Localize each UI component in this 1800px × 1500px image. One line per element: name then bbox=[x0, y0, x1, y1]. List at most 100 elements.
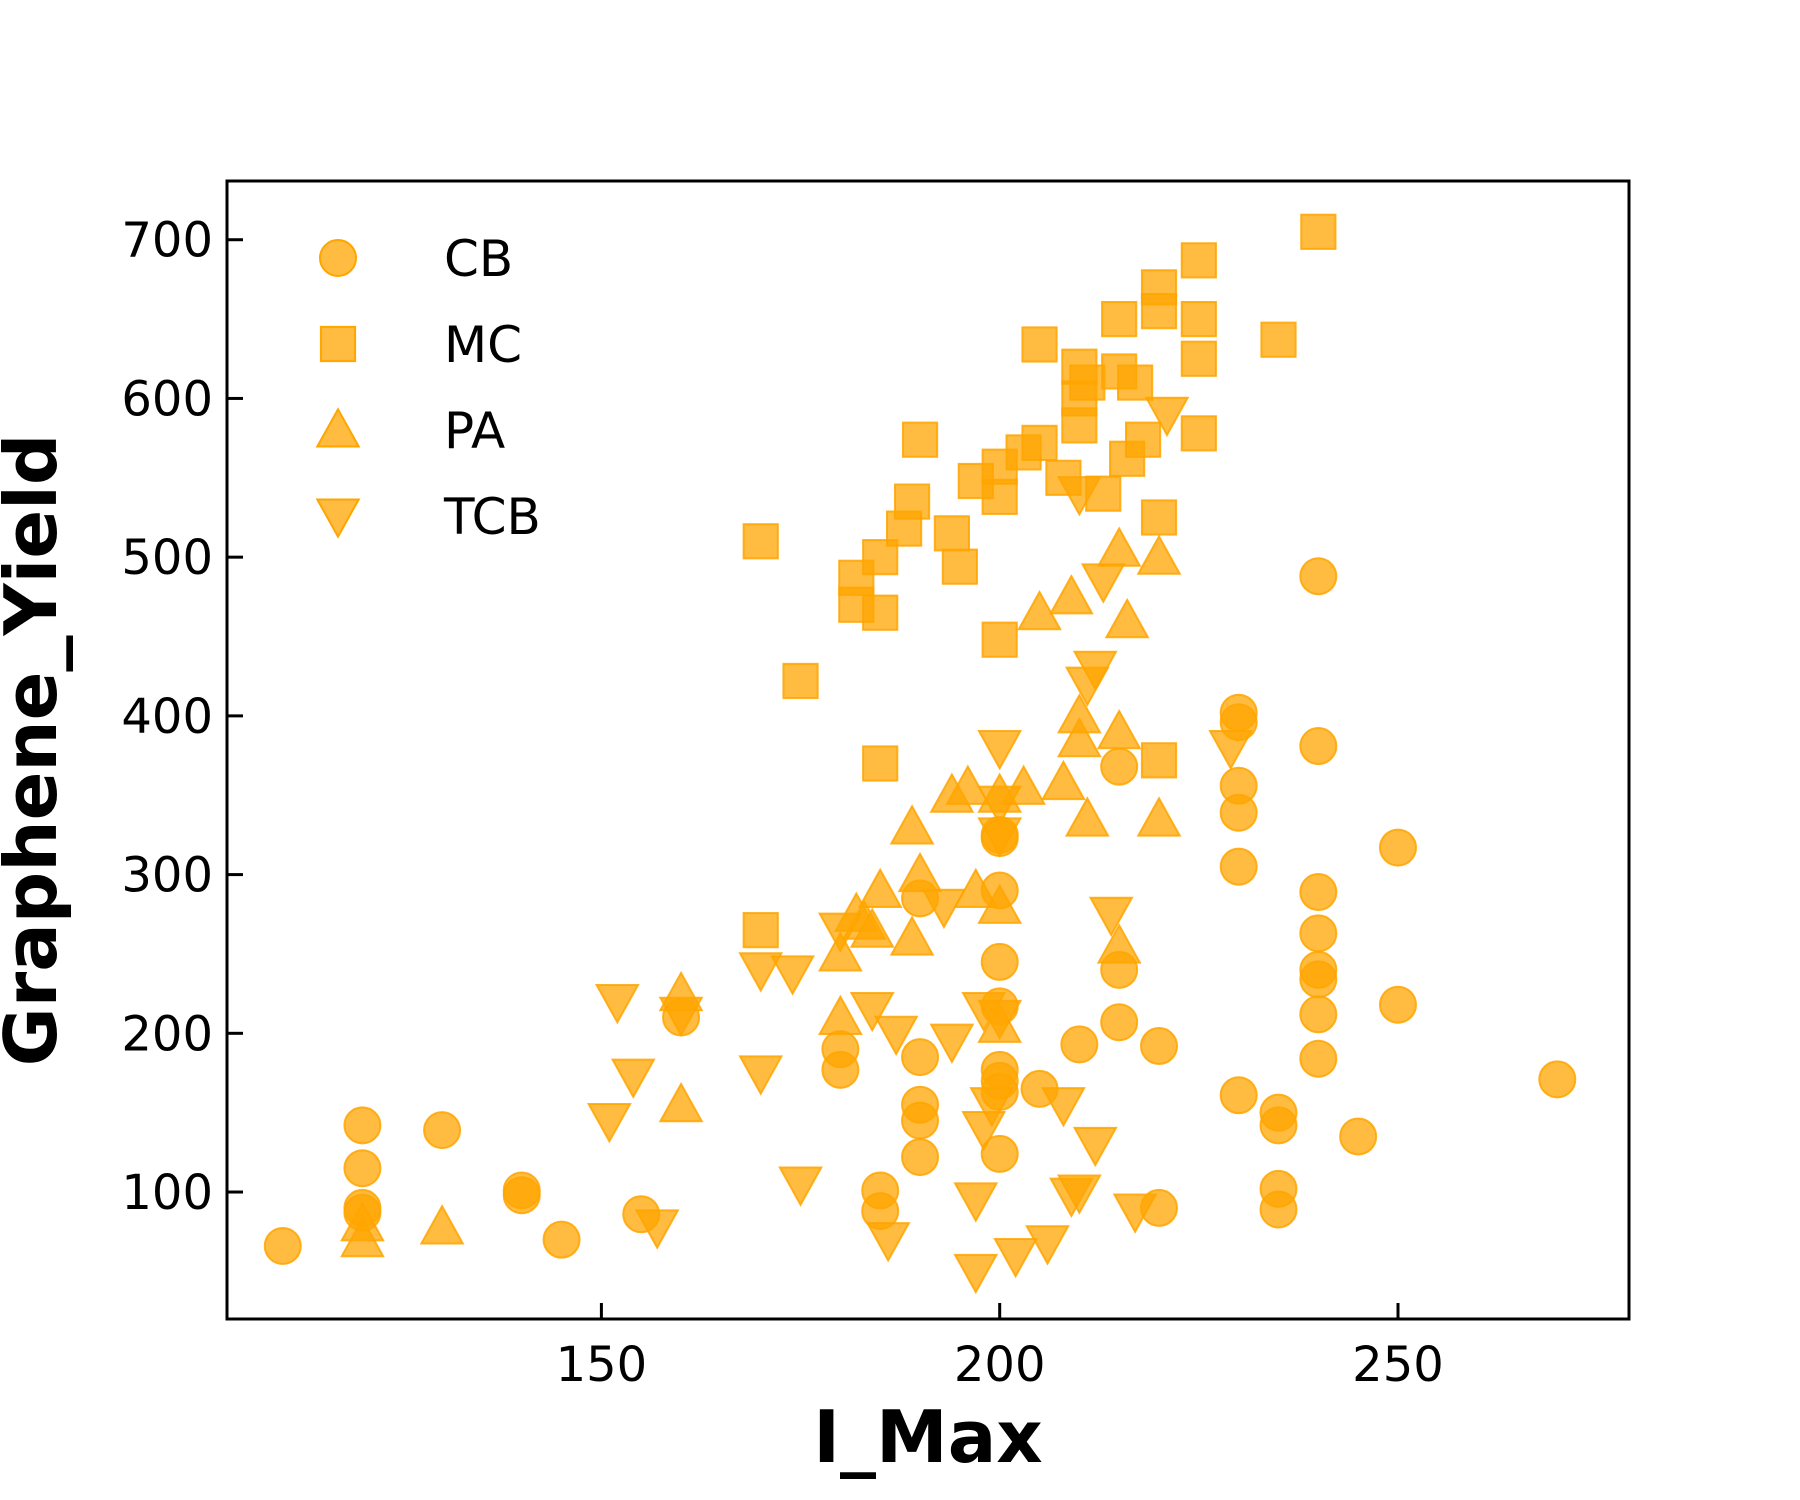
point-mc-27 bbox=[1101, 300, 1138, 338]
plot-frame bbox=[225, 179, 1631, 1321]
point-tcb-31 bbox=[1072, 1126, 1118, 1168]
point-mc-0 bbox=[742, 523, 779, 560]
point-pa-18 bbox=[977, 883, 1023, 924]
point-pa-23 bbox=[1048, 574, 1094, 615]
point-cb-18 bbox=[901, 1101, 940, 1140]
point-tcb-34 bbox=[1088, 896, 1134, 938]
point-mc-11 bbox=[933, 515, 970, 552]
y-axis-title: Graphene_Yield bbox=[0, 434, 73, 1067]
point-pa-30 bbox=[1104, 597, 1150, 639]
series-pa bbox=[340, 526, 1182, 1258]
point-pa-11 bbox=[889, 804, 935, 845]
point-cb-12 bbox=[821, 1050, 860, 1089]
point-tcb-14 bbox=[929, 1023, 975, 1065]
point-tcb-26 bbox=[1041, 1087, 1086, 1128]
x-axis-title: I_Max bbox=[813, 1395, 1042, 1479]
y-tick-label-5: 600 bbox=[121, 371, 213, 427]
point-pa-16 bbox=[953, 867, 999, 909]
legend-label-mc: MC bbox=[444, 316, 522, 374]
point-cb-7 bbox=[502, 1176, 541, 1215]
point-mc-16 bbox=[981, 621, 1018, 658]
point-mc-10 bbox=[901, 421, 939, 458]
point-cb-27 bbox=[980, 1134, 1019, 1173]
point-tcb-35 bbox=[1112, 1193, 1158, 1234]
point-tcb-1 bbox=[594, 984, 640, 1025]
point-cb-22 bbox=[980, 942, 1019, 981]
point-pa-12 bbox=[889, 915, 935, 956]
point-mc-38 bbox=[1180, 415, 1217, 452]
point-cb-49 bbox=[1299, 914, 1338, 953]
point-tcb-23 bbox=[977, 999, 1023, 1041]
point-cb-16 bbox=[901, 1038, 940, 1077]
point-pa-28 bbox=[1096, 526, 1142, 567]
point-mc-35 bbox=[1180, 242, 1217, 279]
point-tcb-19 bbox=[969, 1087, 1015, 1128]
point-pa-15 bbox=[945, 764, 991, 805]
point-cb-47 bbox=[1299, 727, 1338, 766]
point-tcb-5 bbox=[738, 952, 784, 993]
y-tick-label-0: 100 bbox=[121, 1165, 213, 1221]
point-tcb-32 bbox=[1072, 650, 1118, 692]
point-cb-2 bbox=[343, 1149, 382, 1188]
point-cb-5 bbox=[423, 1111, 462, 1150]
x-tick-label-2: 250 bbox=[1352, 1337, 1444, 1393]
point-tcb-6 bbox=[738, 1055, 784, 1096]
point-pa-2 bbox=[419, 1204, 465, 1245]
point-mc-19 bbox=[1021, 326, 1058, 363]
point-mc-36 bbox=[1180, 300, 1217, 338]
point-pa-22 bbox=[1041, 759, 1086, 801]
point-cb-40 bbox=[1219, 847, 1258, 886]
series-tcb bbox=[586, 396, 1254, 1295]
point-mc-15 bbox=[981, 478, 1018, 515]
y-tick-label-3: 400 bbox=[121, 689, 213, 745]
point-pa-9 bbox=[849, 907, 895, 948]
point-tcb-15 bbox=[953, 1182, 999, 1223]
point-tcb-0 bbox=[586, 1103, 632, 1144]
point-tcb-13 bbox=[921, 888, 967, 930]
point-cb-30 bbox=[1060, 1025, 1099, 1064]
point-mc-2 bbox=[782, 662, 819, 700]
point-pa-26 bbox=[1064, 796, 1110, 837]
point-mc-30 bbox=[1124, 421, 1162, 458]
data-points bbox=[263, 213, 1577, 1295]
point-cb-34 bbox=[1140, 1027, 1179, 1066]
series-cb bbox=[263, 557, 1577, 1265]
point-mc-33 bbox=[1140, 499, 1178, 536]
point-cb-53 bbox=[1299, 1039, 1338, 1078]
point-pa-1 bbox=[340, 1216, 385, 1258]
point-tcb-8 bbox=[778, 1166, 823, 1207]
point-tcb-7 bbox=[770, 955, 815, 996]
legend-label-cb: CB bbox=[444, 230, 513, 288]
point-mc-18 bbox=[1021, 424, 1058, 461]
point-tcb-29 bbox=[1056, 476, 1102, 517]
point-tcb-22 bbox=[977, 785, 1023, 826]
point-tcb-9 bbox=[817, 912, 863, 953]
y-tick-label-4: 500 bbox=[121, 530, 213, 586]
point-cb-1 bbox=[343, 1106, 382, 1145]
point-cb-57 bbox=[1538, 1060, 1577, 1099]
point-mc-1 bbox=[742, 912, 779, 949]
point-tcb-24 bbox=[993, 1237, 1039, 1279]
point-tcb-11 bbox=[865, 1222, 911, 1263]
point-cb-33 bbox=[1100, 1003, 1139, 1042]
point-tcb-33 bbox=[1080, 563, 1126, 604]
point-mc-23 bbox=[1061, 407, 1098, 444]
point-cb-52 bbox=[1299, 995, 1338, 1034]
point-cb-56 bbox=[1378, 985, 1417, 1024]
y-tick-label-2: 300 bbox=[121, 848, 213, 904]
point-tcb-16 bbox=[953, 1253, 999, 1295]
point-pa-24 bbox=[1056, 716, 1102, 758]
y-tick-label-1: 200 bbox=[121, 1006, 213, 1062]
point-cb-45 bbox=[1259, 1190, 1298, 1229]
axis-ticks: 150 200 250 100 200 300 400 500 600 700 bbox=[121, 213, 1443, 1393]
point-tcb-2 bbox=[610, 1058, 656, 1099]
point-mc-39 bbox=[1260, 321, 1297, 358]
x-tick-label-0: 150 bbox=[556, 1337, 648, 1393]
legend: CB MC PA TCB bbox=[315, 230, 541, 546]
point-cb-46 bbox=[1299, 557, 1338, 596]
point-pa-29 bbox=[1096, 923, 1142, 964]
series-mc bbox=[742, 213, 1337, 949]
point-mc-32 bbox=[1140, 293, 1178, 330]
point-pa-21 bbox=[1017, 589, 1062, 631]
